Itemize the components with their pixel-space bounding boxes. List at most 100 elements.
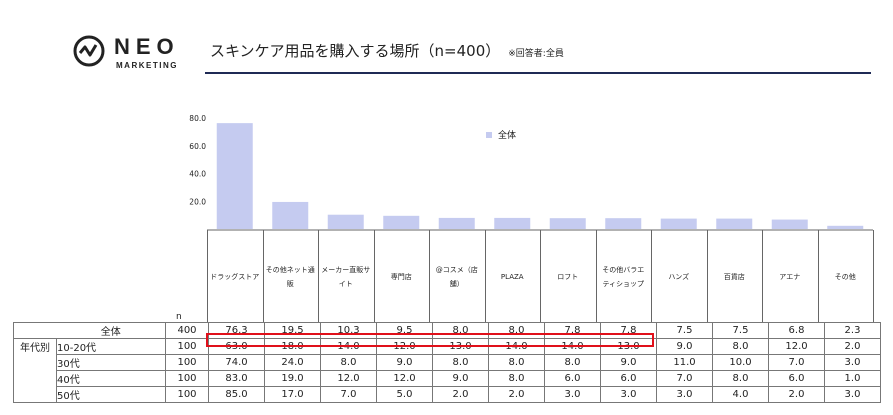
highlight-box xyxy=(206,333,654,347)
column-divider xyxy=(207,230,208,323)
table-cell: 6.0 xyxy=(768,370,825,387)
group-cell xyxy=(13,386,57,403)
table-cell: 2.0 xyxy=(432,386,489,403)
table-cell: 8.0 xyxy=(488,370,545,387)
bar-1 xyxy=(272,201,309,229)
table-cell: 2.0 xyxy=(824,338,881,355)
chart-title-text: スキンケア用品を購入する場所（n=400） xyxy=(210,42,501,60)
table-cell: 4.0 xyxy=(712,386,769,403)
group-cell xyxy=(13,370,57,387)
table-cell: 3.0 xyxy=(600,386,657,403)
row-n: 100 xyxy=(165,370,209,387)
legend: 全体 xyxy=(486,128,516,141)
table-cell: 6.8 xyxy=(768,322,825,339)
category-label: その他 xyxy=(834,273,856,281)
logo-brand: NEO xyxy=(114,34,180,59)
row-n: 100 xyxy=(165,338,209,355)
table-cell: 17.0 xyxy=(264,386,321,403)
table-cell: 7.5 xyxy=(656,322,713,339)
n-header: n xyxy=(176,312,182,322)
table-cell: 3.0 xyxy=(656,386,713,403)
column-divider xyxy=(873,230,874,323)
column-divider xyxy=(762,230,763,323)
table-cell: 3.0 xyxy=(544,386,601,403)
row-label: 30代 xyxy=(56,354,166,371)
table-cell: 74.0 xyxy=(208,354,265,371)
column-divider xyxy=(817,230,819,323)
table-cell: 9.0 xyxy=(656,338,713,355)
table-cell: 8.0 xyxy=(712,370,769,387)
table-cell: 6.0 xyxy=(600,370,657,387)
group-cell xyxy=(13,322,57,339)
table-cell: 9.0 xyxy=(600,354,657,371)
bar-7 xyxy=(605,218,642,229)
bar-0 xyxy=(216,123,253,229)
row-n: 400 xyxy=(165,322,209,339)
neo-marketing-logo: NEO MARKETING xyxy=(72,32,192,76)
table-cell: 5.0 xyxy=(376,386,433,403)
column-divider xyxy=(429,230,430,323)
row-label: 10-20代 xyxy=(56,338,166,355)
column-divider xyxy=(318,230,319,323)
group-label: 年代別 xyxy=(13,338,57,355)
y-tick-label: 60.0 xyxy=(189,142,206,151)
table-cell: 2.0 xyxy=(768,386,825,403)
table-cell: 8.0 xyxy=(432,354,489,371)
category-label: @コスメ（店 舗） xyxy=(435,266,478,288)
title-divider xyxy=(205,72,871,74)
table-cell: 8.0 xyxy=(320,354,377,371)
table-cell: 8.0 xyxy=(712,338,769,355)
legend-swatch xyxy=(486,131,492,138)
column-divider xyxy=(373,230,375,323)
category-label: ロフト xyxy=(557,273,579,281)
table-cell: 9.0 xyxy=(432,370,489,387)
table-cell: 9.0 xyxy=(376,354,433,371)
category-label: ドラッグストア xyxy=(210,273,260,281)
table-cell: 3.0 xyxy=(824,386,881,403)
table-cell: 85.0 xyxy=(208,386,265,403)
chart-title: スキンケア用品を購入する場所（n=400） ※回答者:全員 xyxy=(210,40,564,61)
data-table: 全体 400 76.3 19.5 10.3 9.5 8.0 8.0 7.8 7.8 7.5 7.5 6.… xyxy=(13,322,881,403)
bar-6 xyxy=(549,218,586,229)
table-cell: 7.0 xyxy=(320,386,377,403)
table-cell: 1.0 xyxy=(824,370,881,387)
bar-5 xyxy=(494,217,531,229)
row-n: 100 xyxy=(165,386,209,403)
row-label: 全体 xyxy=(56,322,166,339)
column-divider xyxy=(651,230,652,323)
bar-4 xyxy=(438,217,475,229)
column-divider xyxy=(540,230,541,323)
column-divider xyxy=(595,230,597,323)
logo-sub: MARKETING xyxy=(116,61,178,70)
table-cell: 11.0 xyxy=(656,354,713,371)
category-label: メーカー直販サ イト xyxy=(321,266,371,288)
bar-2 xyxy=(327,214,364,229)
bar-9 xyxy=(716,218,753,229)
table-cell: 7.0 xyxy=(768,354,825,371)
category-label: 専門店 xyxy=(390,273,412,281)
category-label: その他バラエ ティショップ xyxy=(602,266,645,288)
table-cell: 24.0 xyxy=(264,354,321,371)
table-cell: 12.0 xyxy=(376,370,433,387)
table-cell: 7.5 xyxy=(712,322,769,339)
table-cell: 10.0 xyxy=(712,354,769,371)
row-label: 40代 xyxy=(56,370,166,387)
table-cell: 3.0 xyxy=(824,354,881,371)
category-label: その他ネット通販 xyxy=(265,266,315,288)
column-divider xyxy=(484,230,486,323)
group-cell xyxy=(13,354,57,371)
table-cell: 12.0 xyxy=(768,338,825,355)
table-cell: 2.3 xyxy=(824,322,881,339)
table-cell: 12.0 xyxy=(320,370,377,387)
column-divider xyxy=(706,230,708,323)
table-cell: 8.0 xyxy=(544,354,601,371)
row-label: 50代 xyxy=(56,386,166,403)
legend-label: 全体 xyxy=(498,131,517,141)
table-cell: 7.0 xyxy=(656,370,713,387)
category-label: ハンズ xyxy=(668,273,690,281)
table-row: 30代 100 74.0 24.0 8.0 9.0 8.0 8.0 8.0 9.0 11.0 10.0… xyxy=(13,354,881,371)
category-label: 百貨店 xyxy=(723,273,745,281)
y-tick-label: 20.0 xyxy=(189,197,206,206)
y-tick-label: 80.0 xyxy=(189,114,206,123)
category-label: アエナ xyxy=(779,273,801,281)
